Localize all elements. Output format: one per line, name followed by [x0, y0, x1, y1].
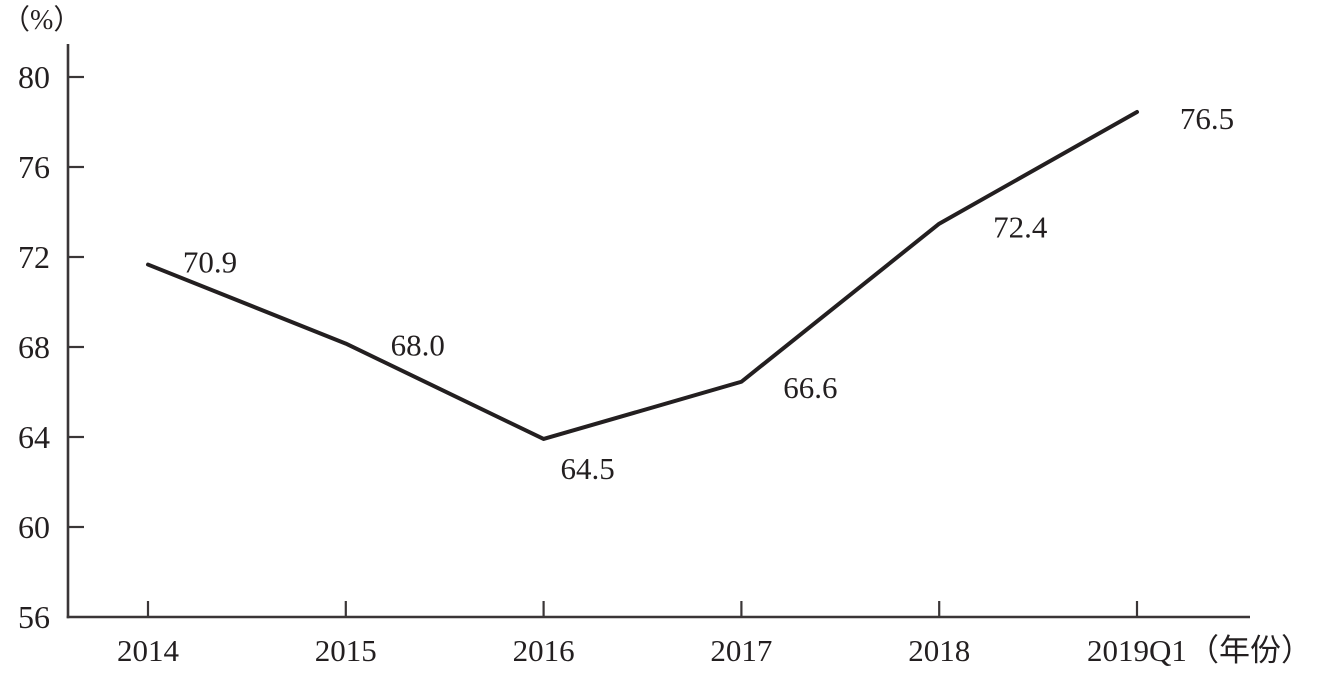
data-point-label: 70.9: [183, 245, 237, 280]
x-tick-label: 2016: [513, 633, 575, 668]
x-tick-label: 2017: [710, 633, 772, 668]
data-point-label: 72.4: [993, 210, 1048, 245]
y-tick-label: 72: [18, 239, 50, 275]
x-tick-label: 2019Q1: [1087, 633, 1187, 668]
x-tick-label: 2018: [908, 633, 970, 668]
data-point-label: 76.5: [1180, 101, 1234, 136]
y-tick-label: 56: [18, 599, 50, 635]
y-tick-label: 60: [18, 509, 50, 545]
y-tick-label: 80: [18, 59, 50, 95]
data-point-label: 66.6: [783, 370, 837, 405]
y-unit-label: （%）: [2, 4, 81, 36]
data-point-label: 64.5: [560, 451, 614, 486]
data-point-label: 68.0: [391, 328, 445, 363]
x-tick-label: 2015: [315, 633, 377, 668]
data-line: [146, 109, 1139, 441]
x-tick-label: 2014: [117, 633, 180, 668]
y-tick-label: 64: [18, 419, 50, 455]
x-unit-label: （年份）: [1188, 633, 1312, 668]
y-tick-label: 68: [18, 329, 50, 365]
y-tick-label: 76: [18, 149, 50, 185]
